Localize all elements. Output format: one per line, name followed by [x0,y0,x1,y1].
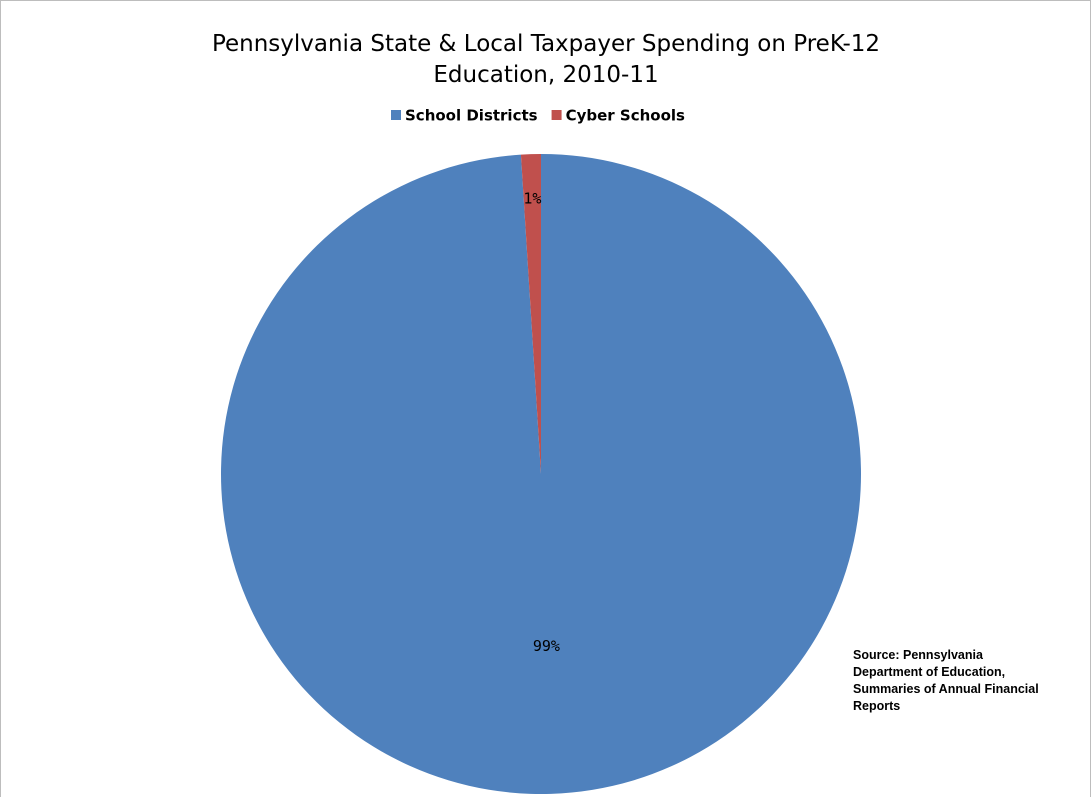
data-label: 99% [533,637,560,655]
data-label: 1% [523,189,541,207]
pie-slice [520,154,541,474]
source-note: Source: Pennsylvania Department of Educa… [853,648,1039,713]
chart-title: Pennsylvania State & Local Taxpayer Spen… [211,31,881,88]
legend-swatch [391,110,401,120]
legend-label: School Districts [405,107,538,125]
pie-slice [221,154,862,795]
legend-label: Cyber Schools [566,107,685,125]
legend-swatch [551,110,562,120]
